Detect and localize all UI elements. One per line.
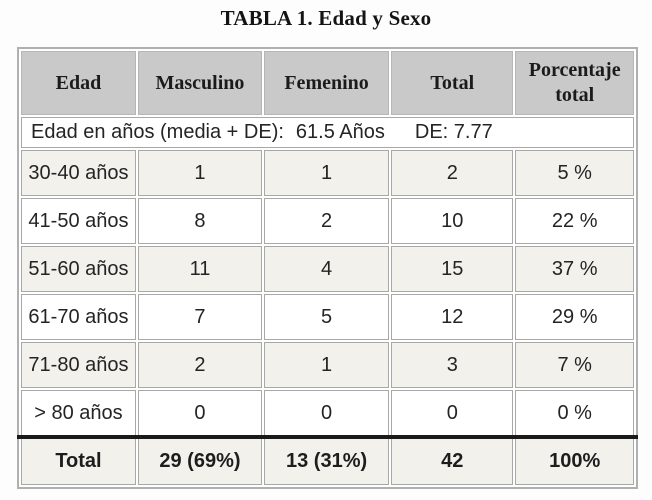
total-count-cell: 12 — [391, 294, 514, 340]
total-label-cell: Total — [21, 438, 136, 485]
age-range-cell: 71-80 años — [21, 342, 136, 388]
col-header-total: Total — [391, 51, 514, 115]
percentage-cell: 5 % — [515, 150, 634, 196]
age-range-cell: 51-60 años — [21, 246, 136, 292]
total-masculino-cell: 29 (69%) — [137, 438, 262, 485]
total-count-cell: 0 — [391, 390, 514, 436]
masculino-count-cell: 7 — [137, 294, 262, 340]
masculino-count-cell: 11 — [137, 246, 262, 292]
sd-value: DE: 7.77 — [414, 121, 493, 143]
total-femenino-cell: 13 (31%) — [263, 438, 390, 485]
table-row: > 80 años 0 0 0 0 % — [21, 390, 634, 436]
femenino-count-cell: 2 — [263, 198, 390, 244]
femenino-count-cell: 0 — [263, 390, 390, 436]
total-percentage-cell: 100% — [515, 438, 634, 485]
total-separator-rule — [17, 435, 638, 439]
table-title: TABLA 1. Edad y Sexo — [220, 6, 432, 30]
col-header-femenino: Femenino — [263, 51, 390, 115]
percentage-cell: 37 % — [515, 246, 634, 292]
total-count-cell: 15 — [391, 246, 514, 292]
percentage-cell: 7 % — [515, 342, 634, 388]
mean-age-label: Edad en años (media + DE): — [31, 121, 284, 143]
mean-age-summary-row: Edad en años (media + DE): 61.5 Años DE: 7… — [21, 117, 634, 148]
table-row: 41-50 años 8 2 10 22 % — [21, 198, 634, 244]
col-header-edad: Edad — [21, 51, 136, 115]
table-total-row: Total 29 (69%) 13 (31%) 42 100% — [21, 438, 634, 485]
mean-age-summary-cell: Edad en años (media + DE): 61.5 Años DE: 7… — [21, 117, 634, 148]
total-count-cell: 2 — [391, 150, 514, 196]
age-range-cell: 30-40 años — [21, 150, 136, 196]
col-header-porcentaje-total: Porcentaje total — [515, 51, 634, 115]
total-count-cell: 3 — [391, 342, 514, 388]
table-row: 51-60 años 11 4 15 37 % — [21, 246, 634, 292]
mean-age-value: 61.5 Años — [295, 121, 385, 143]
age-sex-table: Edad Masculino Femenino Total Porcentaje… — [17, 47, 638, 489]
total-count-cell: 42 — [391, 438, 514, 485]
percentage-cell: 29 % — [515, 294, 634, 340]
femenino-count-cell: 1 — [263, 150, 390, 196]
masculino-count-cell: 8 — [137, 198, 262, 244]
stats-table: Edad Masculino Femenino Total Porcentaje… — [17, 47, 638, 489]
col-header-masculino: Masculino — [137, 51, 262, 115]
masculino-count-cell: 1 — [137, 150, 262, 196]
age-range-cell: > 80 años — [21, 390, 136, 436]
table-header-row: Edad Masculino Femenino Total Porcentaje… — [21, 51, 634, 115]
femenino-count-cell: 4 — [263, 246, 390, 292]
masculino-count-cell: 2 — [137, 342, 262, 388]
table-row: 71-80 años 2 1 3 7 % — [21, 342, 634, 388]
masculino-count-cell: 0 — [137, 390, 262, 436]
total-count-cell: 10 — [391, 198, 514, 244]
table-row: 30-40 años 1 1 2 5 % — [21, 150, 634, 196]
age-range-cell: 41-50 años — [21, 198, 136, 244]
table-row: 61-70 años 7 5 12 29 % — [21, 294, 634, 340]
femenino-count-cell: 5 — [263, 294, 390, 340]
percentage-cell: 22 % — [515, 198, 634, 244]
femenino-count-cell: 1 — [263, 342, 390, 388]
age-range-cell: 61-70 años — [21, 294, 136, 340]
percentage-cell: 0 % — [515, 390, 634, 436]
